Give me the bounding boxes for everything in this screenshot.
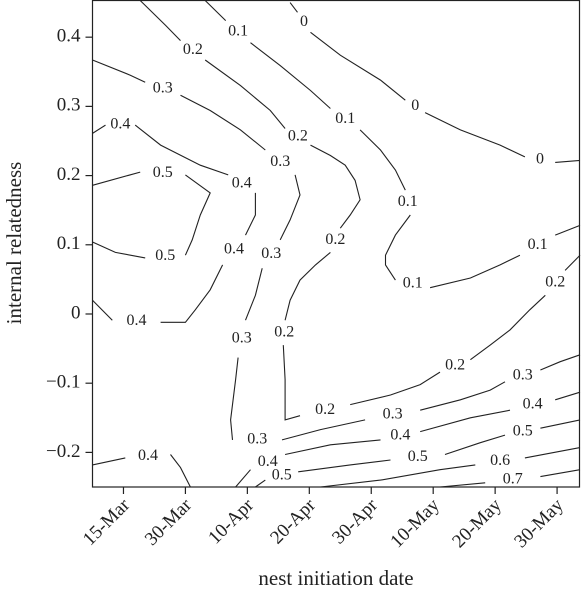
y-axis-title: internal relatedness <box>2 162 26 325</box>
contour-label: 0.3 <box>513 367 533 384</box>
contour-label: 0.3 <box>270 153 290 170</box>
contour-label: 0.3 <box>383 406 403 423</box>
contour-label: 0.4 <box>390 426 410 443</box>
contour-label: 0.2 <box>183 41 203 58</box>
contour-label: 0.4 <box>110 116 130 133</box>
contour-line <box>92 124 256 323</box>
contour-label: 0.2 <box>545 274 565 291</box>
contour-label: 0.1 <box>528 236 548 253</box>
contour-label: 0.2 <box>315 401 335 418</box>
contour-label: 0.4 <box>258 453 278 470</box>
contour-label: 0.3 <box>153 79 173 96</box>
contour-label: 0.4 <box>224 241 244 258</box>
contour-label: 0 <box>411 97 419 114</box>
x-tick-label: 10-May <box>386 494 444 552</box>
contour-label: 0.4 <box>232 175 252 192</box>
contour-line <box>204 0 581 289</box>
contour-label: 0.2 <box>445 357 465 374</box>
contour-label: 0.5 <box>272 467 292 484</box>
plot-frame <box>91 0 581 488</box>
contour-label: 0.4 <box>138 447 158 464</box>
contour-line <box>92 454 191 488</box>
x-tick-label: 10-Apr <box>204 494 258 548</box>
contour-line <box>235 391 581 488</box>
contour-label: 0.6 <box>490 452 510 469</box>
contour-label: 0.1 <box>335 110 355 127</box>
contour-line <box>289 2 581 163</box>
x-tick-label: 20-May <box>448 494 506 552</box>
contour-label: 0 <box>536 150 544 167</box>
x-tick-label: 30-May <box>510 494 568 552</box>
contour-label: 0.1 <box>398 193 418 210</box>
contour-label: 0.5 <box>153 164 173 181</box>
y-tick-label: 0.1 <box>57 233 81 254</box>
x-tick-label: 15-Mar <box>79 494 135 550</box>
x-tick-label: 30-Apr <box>328 494 382 548</box>
contour-line <box>439 469 581 488</box>
contour-label: 0.2 <box>274 323 294 340</box>
contour-line <box>92 59 581 441</box>
contour-line <box>320 447 581 488</box>
contour-label: 0.7 <box>503 470 523 487</box>
x-axis-title: nest initiation date <box>258 566 413 590</box>
contour-label: 0.5 <box>513 422 533 439</box>
y-tick-label: −0.1 <box>46 372 80 393</box>
contour-line <box>255 419 581 488</box>
contour-label: 0.2 <box>325 231 345 248</box>
contour-label: 0 <box>300 13 308 30</box>
contour-label: 0.4 <box>523 396 543 413</box>
contour-label: 0.5 <box>408 448 428 465</box>
contour-label: 0.1 <box>403 275 423 292</box>
y-tick-label: 0.2 <box>57 164 81 185</box>
contour-line <box>139 0 581 421</box>
y-tick-label: 0 <box>71 302 81 323</box>
contour-label: 0.5 <box>155 247 175 264</box>
contour-label: 0.3 <box>261 245 281 262</box>
y-tick-label: 0.3 <box>57 95 81 116</box>
contour-label: 0.3 <box>232 330 252 347</box>
y-tick-label: −0.2 <box>46 441 80 462</box>
contour-label: 0.4 <box>126 312 146 329</box>
x-tick-label: 20-Apr <box>266 494 320 548</box>
contour-label: 0.3 <box>247 431 267 448</box>
contour-line <box>92 171 211 259</box>
y-tick-label: 0.4 <box>57 26 81 47</box>
contour-label: 0.2 <box>288 128 308 145</box>
x-tick-label: 30-Mar <box>141 494 197 550</box>
contour-label: 0.1 <box>228 22 248 39</box>
